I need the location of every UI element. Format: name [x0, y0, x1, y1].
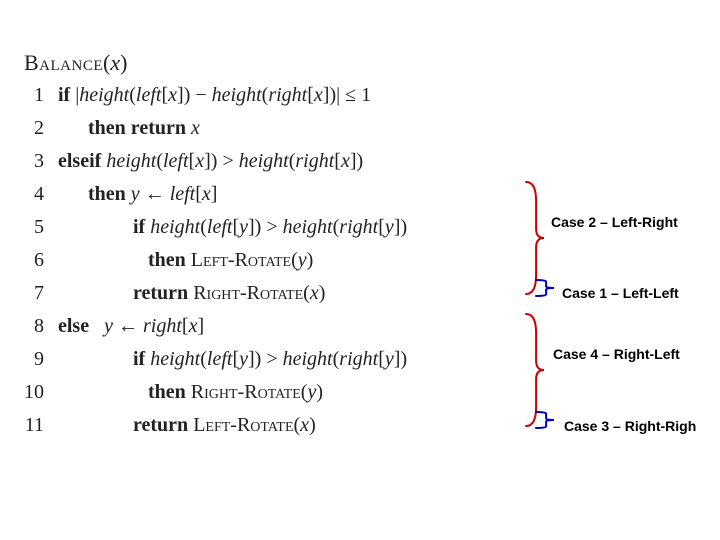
case3-annotation: Case 3 – Right-Righ: [564, 418, 696, 434]
line-number: 5: [24, 216, 58, 239]
code-line: 3 elseif height(left[x]) > height(right[…: [24, 150, 720, 183]
code-content: then return x: [58, 117, 200, 140]
code-content: if height(left[y]) > height(right[y]): [58, 216, 407, 239]
code-content: elseif height(left[x]) > height(right[x]…: [58, 150, 363, 173]
line-number: 3: [24, 150, 58, 173]
line-number: 10: [24, 381, 58, 404]
line-number: 11: [24, 414, 58, 437]
proc-name: Balance: [24, 50, 103, 75]
algorithm-title: Balance(x): [24, 50, 720, 76]
case4-annotation: Case 4 – Right-Left: [553, 346, 680, 362]
code-content: if height(left[y]) > height(right[y]): [58, 348, 407, 371]
line-number: 6: [24, 249, 58, 272]
code-line: 8 else y ← right[x]: [24, 315, 720, 348]
line-number: 9: [24, 348, 58, 371]
paren-close: ): [120, 50, 127, 75]
code-line: 1 if |height(left[x]) − height(right[x])…: [24, 84, 720, 117]
code-line: 10 then Right-Rotate(y): [24, 381, 720, 414]
code-content: else y ← right[x]: [58, 315, 204, 338]
code-content: then Left-Rotate(y): [58, 249, 313, 272]
code-content: if |height(left[x]) − height(right[x])| …: [58, 84, 371, 107]
line-number: 2: [24, 117, 58, 140]
code-content: then y ← left[x]: [58, 183, 217, 206]
code-content: then Right-Rotate(y): [58, 381, 323, 404]
code-line: 4 then y ← left[x]: [24, 183, 720, 216]
title-arg: x: [110, 50, 120, 75]
line-number: 1: [24, 84, 58, 107]
case1-annotation: Case 1 – Left-Left: [562, 285, 679, 301]
line-number: 4: [24, 183, 58, 206]
code-line: 6 then Left-Rotate(y): [24, 249, 720, 282]
code-content: return Right-Rotate(x): [58, 282, 325, 305]
case2-annotation: Case 2 – Left-Right: [551, 214, 678, 230]
code-line: 2 then return x: [24, 117, 720, 150]
line-number: 8: [24, 315, 58, 338]
code-content: return Left-Rotate(x): [58, 414, 316, 437]
line-number: 7: [24, 282, 58, 305]
